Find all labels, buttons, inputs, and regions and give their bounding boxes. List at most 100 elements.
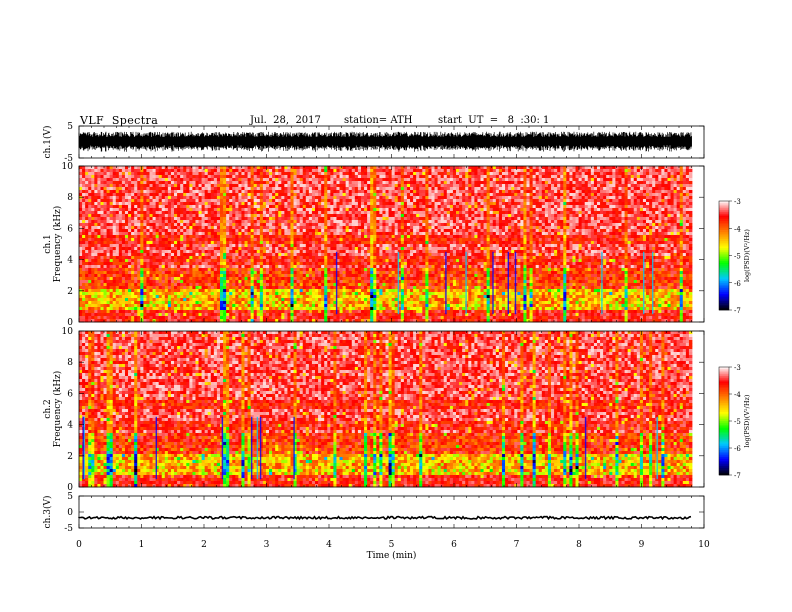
spectrogram-cell: [508, 181, 512, 185]
spectrogram-cell: [177, 235, 181, 239]
spectrogram-cell: [578, 187, 583, 191]
spectrogram-cell: [128, 190, 132, 194]
spectrogram-cell: [388, 202, 393, 206]
spectrogram-cell: [140, 175, 144, 179]
spectrogram-cell: [627, 187, 632, 191]
spectrogram-cell: [520, 199, 524, 203]
spectrogram-cell: [223, 193, 227, 197]
spectrogram-cell: [296, 202, 301, 206]
spectrogram-cell: [259, 214, 264, 218]
spectrogram-cell: [560, 211, 564, 215]
spectrogram-cell: [551, 190, 555, 194]
spectrogram-cell: [124, 223, 129, 227]
spectrogram-cell: [155, 223, 160, 227]
spectrogram-cell: [259, 172, 264, 176]
spectrogram-cell: [428, 178, 432, 182]
spectrogram-cell: [419, 184, 423, 188]
spectrogram-cell: [655, 217, 659, 221]
spectrogram-cell: [560, 172, 564, 176]
spectrogram-cell: [676, 184, 681, 188]
spectrogram-cell: [201, 217, 206, 221]
spectrogram-cell: [652, 175, 656, 179]
spectrogram-cell: [128, 229, 132, 233]
spectrogram-cell: [106, 220, 111, 224]
spectrogram-cell: [140, 220, 144, 224]
spectrogram-cell: [195, 211, 199, 215]
spectrogram-cell: [541, 166, 546, 170]
spectrogram-cell: [563, 166, 567, 170]
spectrogram-cell: [535, 178, 540, 182]
spectrogram-cell: [269, 214, 273, 218]
spectrogram-cell: [581, 181, 586, 185]
spectrogram-cell: [247, 190, 252, 194]
spectrogram-cell: [541, 190, 546, 194]
spectrogram-cell: [134, 199, 138, 203]
spectrogram-cell: [97, 175, 101, 179]
spectrogram-cell: [302, 193, 307, 197]
spectrogram-cell: [272, 223, 276, 227]
spectrogram-cell: [219, 166, 224, 170]
spectrogram-cell: [281, 226, 285, 230]
spectrogram-cell: [302, 205, 307, 209]
spectrogram-cell: [284, 211, 288, 215]
spectrogram-cell: [223, 232, 227, 236]
spectrogram-cell: [679, 226, 684, 230]
spectrogram-cell: [198, 184, 202, 188]
spectrogram-cell: [321, 190, 325, 194]
spectrogram-cell: [606, 226, 610, 230]
spectrogram-cell: [688, 169, 693, 173]
spectrogram-cell: [195, 169, 199, 173]
spectrogram-cell: [471, 232, 475, 236]
spectrogram-cell: [318, 229, 322, 233]
spectrogram-cell: [143, 229, 147, 233]
spectrogram-cell: [560, 202, 564, 206]
spectrogram-cell: [419, 181, 423, 185]
spectrogram-cell: [557, 232, 561, 236]
spectrogram-cell: [639, 190, 644, 194]
spectrogram-cell: [514, 217, 518, 221]
spectrogram-cell: [287, 232, 291, 236]
spectrogram-cell: [655, 178, 659, 182]
spectrogram-cell: [180, 181, 184, 185]
spectrogram-cell: [305, 223, 310, 227]
spectrogram-cell: [115, 208, 120, 212]
spectrogram-cell: [219, 220, 224, 224]
spectrogram-cell: [186, 226, 190, 230]
spectrogram-cell: [152, 199, 157, 203]
spectrogram-cell: [351, 214, 356, 218]
spectrogram-cell: [112, 208, 117, 212]
spectrogram-cell: [462, 217, 466, 221]
spectrogram-cell: [511, 211, 515, 215]
spectrogram-cell: [229, 226, 233, 230]
spectrogram-cell: [370, 178, 374, 182]
spectrogram-cell: [278, 172, 282, 176]
spectrogram-cell: [422, 169, 426, 173]
spectrogram-cell: [449, 181, 454, 185]
spectrogram-cell: [615, 217, 619, 221]
spectrogram-cell: [385, 238, 389, 242]
spectrogram-cell: [633, 178, 638, 182]
spectrogram-cell: [428, 208, 432, 212]
spectrogram-cell: [247, 172, 252, 176]
spectrogram-cell: [256, 217, 261, 221]
spectrogram-cell: [480, 196, 484, 200]
spectrogram-cell: [302, 229, 307, 233]
spectrogram-cell: [272, 226, 276, 230]
spectrogram-cell: [459, 217, 463, 221]
spectrogram-cell: [167, 172, 172, 176]
spectrogram-cell: [505, 205, 509, 209]
spectrogram-cell: [416, 199, 420, 203]
spectrogram-cell: [544, 181, 549, 185]
spectrogram-cell: [541, 238, 546, 242]
spectrogram-cell: [520, 169, 524, 173]
spectrogram-cell: [593, 217, 598, 221]
spectrogram-cell: [480, 223, 484, 227]
spectrogram-cell: [262, 214, 267, 218]
spectrogram-cell: [590, 199, 595, 203]
spectrogram-cell: [256, 205, 261, 209]
spectrogram-cell: [115, 232, 120, 236]
spectrogram-cell: [315, 238, 319, 242]
spectrogram-cell: [315, 175, 319, 179]
spectrogram-cell: [434, 193, 438, 197]
